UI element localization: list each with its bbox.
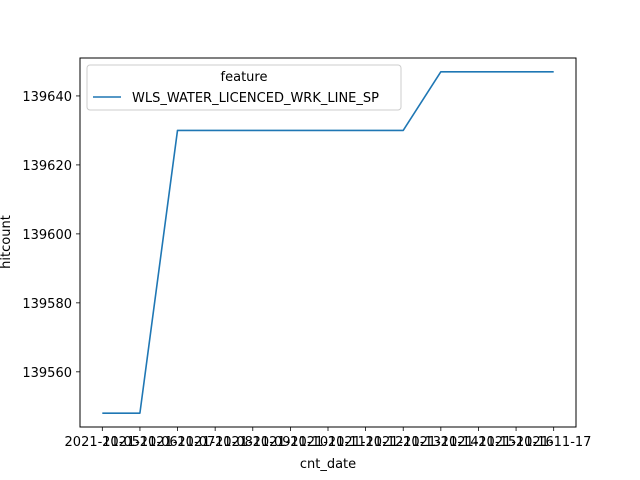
plot-area — [80, 58, 576, 427]
x-tick-label: 2021-11-17 — [516, 435, 592, 450]
legend-box — [86, 64, 402, 111]
x-tick-label: 2021-11-15 — [441, 435, 517, 450]
x-tick-label: 2021-11-05 — [65, 435, 141, 450]
y-axis: 139560 139580 139600 139620 139640 — [22, 90, 80, 381]
x-tick-label: 2021-11-14 — [403, 435, 479, 450]
x-tick-label: 2021-11-06 — [102, 435, 178, 450]
x-tick-label: 2021-11-13 — [365, 435, 441, 450]
series-line — [102, 71, 554, 415]
legend-title: feature — [221, 70, 268, 85]
y-tick-label: 139560 — [22, 366, 72, 381]
x-tick-label: 2021-11-08 — [177, 435, 253, 450]
x-tick-label: 2021-11-11 — [290, 435, 366, 450]
y-tick-label: 139580 — [22, 297, 72, 312]
legend: feature WLS_WATER_LICENCED_WRK_LINE_SP — [86, 64, 402, 111]
legend-entry-label: WLS_WATER_LICENCED_WRK_LINE_SP — [132, 91, 379, 106]
y-tick-label: 139600 — [22, 228, 72, 243]
x-tick-label: 2021-11-09 — [215, 435, 291, 450]
y-tick-label: 139640 — [22, 90, 72, 105]
x-axis: 2021-11-052021-11-062021-11-072021-11-08… — [65, 427, 592, 450]
y-tick-label: 139620 — [22, 159, 72, 174]
x-tick-label: 2021-11-07 — [140, 435, 216, 450]
y-axis-title: hitcount — [0, 215, 14, 269]
x-axis-title: cnt_date — [300, 457, 356, 472]
x-tick-label: 2021-11-16 — [478, 435, 554, 450]
series-layer — [102, 71, 554, 415]
x-tick-label: 2021-11-10 — [253, 435, 329, 450]
x-tick-label: 2021-11-12 — [328, 435, 404, 450]
